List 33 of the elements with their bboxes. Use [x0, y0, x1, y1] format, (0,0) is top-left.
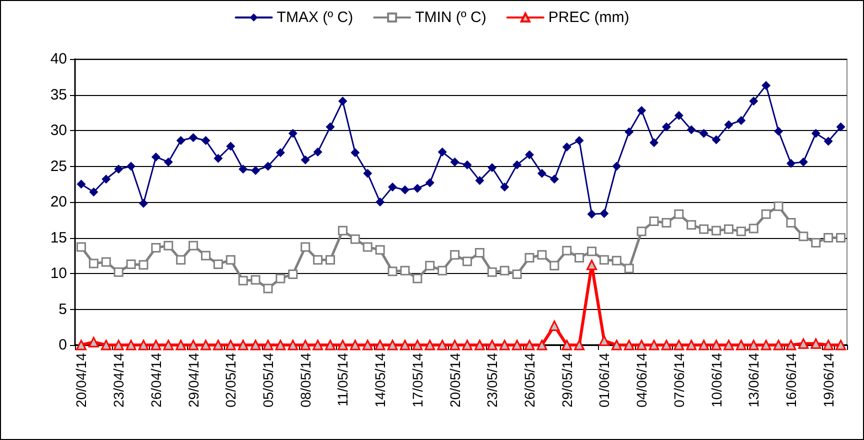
legend-label: TMIN (º C): [415, 9, 486, 26]
y-tick-label: 30: [50, 122, 67, 139]
y-tick-label: 0: [58, 336, 67, 354]
y-tick-label: 5: [58, 300, 67, 318]
y-tick-label: 40: [50, 50, 67, 68]
legend-label: PREC (mm): [548, 9, 630, 26]
x-tick-label: 01/06/14: [596, 352, 612, 408]
y-tick-label: 10: [50, 265, 67, 282]
x-tick-label: 08/05/14: [297, 352, 314, 408]
legend-label: TMAX (º C): [276, 9, 354, 26]
x-tick-label: 19/06/14: [820, 352, 836, 408]
x-tick-label: 23/04/14: [110, 352, 127, 408]
x-tick-label: 10/06/14: [708, 352, 724, 408]
x-tick-label: 04/06/14: [634, 352, 650, 408]
x-tick-label: 26/05/14: [521, 352, 538, 408]
x-tick-label: 14/05/14: [372, 352, 388, 408]
y-tick-label: 20: [50, 194, 67, 210]
x-tick-label: 13/06/14: [746, 352, 762, 408]
x-tick-label: 17/05/14: [409, 352, 426, 408]
x-tick-label: 20/05/14: [446, 352, 463, 408]
x-tick-label: 07/06/14: [670, 352, 687, 408]
y-tick-label: 15: [50, 229, 67, 246]
y-tick-label: 35: [50, 86, 67, 104]
x-tick-label: 11/05/14: [334, 352, 351, 406]
x-tick-label: 20/04/14: [73, 352, 90, 408]
x-tick-label: 29/04/14: [185, 352, 202, 408]
x-tick-label: 02/05/14: [222, 352, 239, 408]
x-tick-label: 05/05/14: [260, 352, 276, 408]
x-tick-label: 16/06/14: [782, 352, 799, 408]
x-tick-label: 23/05/14: [484, 352, 500, 408]
y-tick-label: 25: [50, 158, 67, 175]
x-tick-label: 29/05/14: [558, 352, 575, 408]
x-tick-label: 26/04/14: [148, 352, 164, 408]
